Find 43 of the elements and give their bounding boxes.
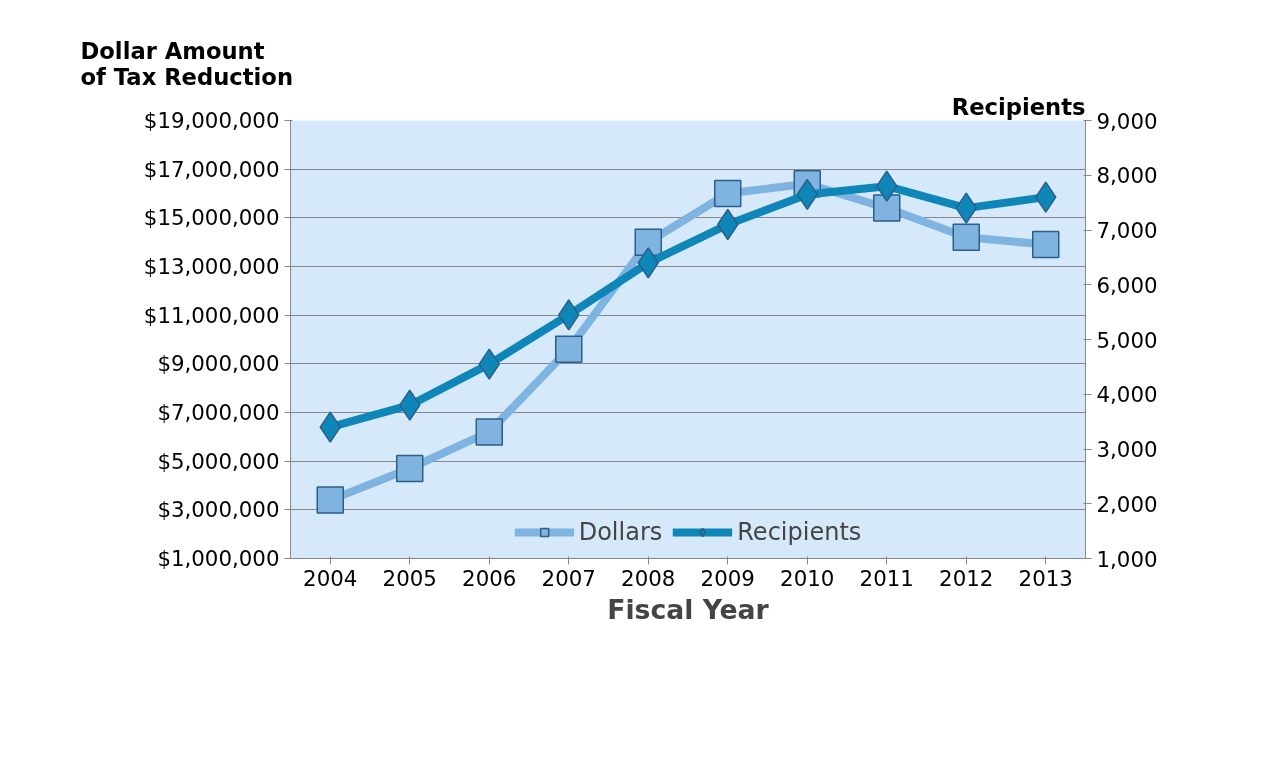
x-axis-title: Fiscal Year — [607, 593, 770, 625]
x-tick-label: 2006 — [462, 565, 517, 591]
y-tick-label: $17,000,000 — [143, 156, 280, 182]
x-tick-label: 2009 — [700, 565, 755, 591]
y-tick-label: $13,000,000 — [143, 254, 280, 279]
y-tick-label: $9,000,000 — [157, 351, 280, 377]
y2-tick-label: 3,000 — [1096, 437, 1158, 462]
point — [952, 223, 980, 252]
point — [475, 418, 503, 446]
y-tick-label: $11,000,000 — [143, 302, 280, 328]
x-tick-label: 2007 — [541, 565, 596, 591]
x-tick-label: 2004 — [303, 565, 358, 591]
y-tick-label: $19,000,000 — [143, 108, 280, 133]
y2-tick-label: 6,000 — [1096, 272, 1158, 298]
y-tick-label: $7,000,000 — [157, 400, 280, 425]
x-tick-label: 2010 — [780, 565, 835, 591]
y2-axis-title: Recipients — [951, 93, 1086, 120]
point — [316, 486, 344, 514]
point — [396, 454, 424, 483]
x-tick-label: 2005 — [382, 565, 437, 591]
y-tick-label: $15,000,000 — [143, 205, 280, 231]
point — [1032, 230, 1060, 259]
y2-tick-label: 9,000 — [1096, 108, 1158, 134]
y2-tick-label: 7,000 — [1096, 218, 1158, 243]
y2-tick-label: 8,000 — [1096, 163, 1158, 189]
x-tick-label: 2011 — [859, 565, 914, 591]
y2-tick-label: 2,000 — [1096, 491, 1158, 517]
point — [873, 194, 901, 222]
legend-label: Dollars — [578, 518, 663, 546]
point — [634, 228, 662, 256]
point — [714, 179, 742, 208]
y-tick-label: $1,000,000 — [157, 546, 280, 571]
x-tick-label: 2008 — [621, 565, 676, 591]
point — [555, 335, 583, 363]
y-axis-title: Dollar Amount of Tax Reduction — [80, 37, 294, 90]
y2-tick-label: 5,000 — [1096, 327, 1158, 353]
y-tick-label: $5,000,000 — [157, 448, 280, 474]
x-tick-label: 2012 — [939, 565, 994, 591]
legend-label: Recipients — [737, 518, 862, 546]
y-tick-label: $3,000,000 — [157, 497, 280, 523]
y2-tick-label: 1,000 — [1096, 546, 1158, 572]
x-tick-label: 2013 — [1018, 565, 1073, 591]
y2-tick-label: 4,000 — [1096, 382, 1158, 408]
